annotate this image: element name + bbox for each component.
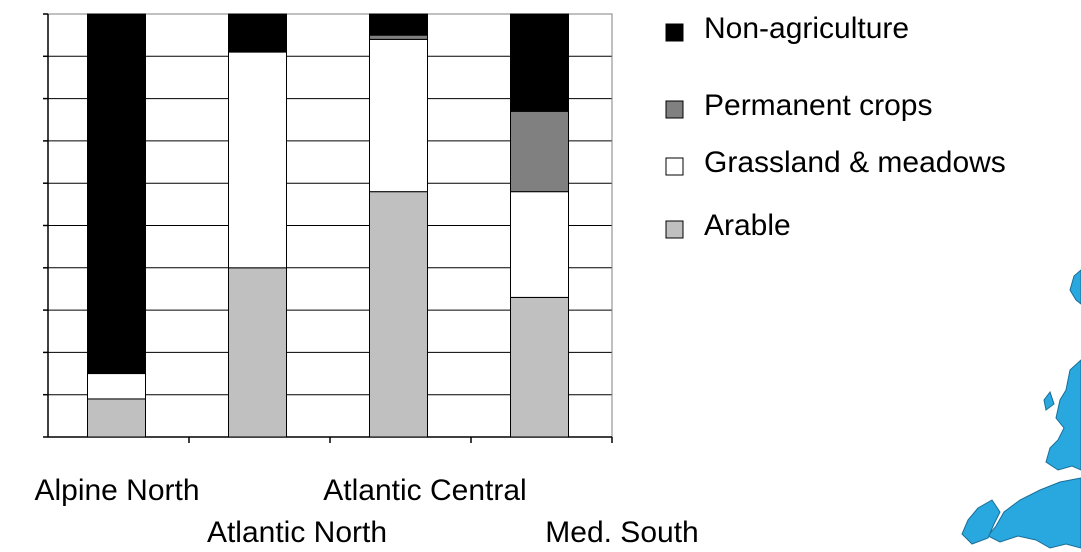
legend-swatch-grassland-and-meadows: [665, 157, 684, 176]
bar-grassland-and-meadows-atlantic-central: [369, 38, 428, 193]
legend-label-permanent-crops: Permanent crops: [704, 89, 932, 122]
bar-permanent-crops-med-south: [510, 110, 569, 193]
bar-non-agriculture-atlantic-central: [369, 13, 428, 36]
x-tick-label: Med. South: [545, 516, 698, 549]
bar-arable-atlantic-north: [228, 267, 287, 438]
bar-arable-alpine-north: [87, 398, 146, 438]
legend-label-non-agriculture: Non-agriculture: [704, 12, 909, 45]
x-tick-label: Alpine North: [34, 474, 199, 507]
legend-swatch-permanent-crops: [665, 100, 684, 119]
europe-map-icon: [961, 269, 1081, 549]
bar-non-agriculture-med-south: [510, 13, 569, 112]
legend-swatch-arable: [665, 220, 684, 239]
bar-grassland-and-meadows-med-south: [510, 191, 569, 298]
bar-permanent-crops-atlantic-central: [369, 34, 428, 40]
bar-grassland-and-meadows-atlantic-north: [228, 51, 287, 269]
legend-label-grassland-and-meadows: Grassland & meadows: [704, 146, 1006, 179]
bar-arable-med-south: [510, 296, 569, 438]
bar-non-agriculture-alpine-north: [87, 13, 146, 375]
bar-non-agriculture-atlantic-north: [228, 13, 287, 53]
legend: Non-agriculture Permanent crops Grassland …: [665, 12, 1006, 242]
x-tick-label: Atlantic North: [207, 516, 387, 549]
legend-label-arable: Arable: [704, 209, 791, 242]
bar-arable-atlantic-central: [369, 191, 428, 438]
bars-group: [87, 13, 569, 438]
bar-grassland-and-meadows-alpine-north: [87, 373, 146, 400]
x-tick-label: Atlantic Central: [323, 474, 526, 507]
legend-swatch-non-agriculture: [665, 23, 684, 42]
